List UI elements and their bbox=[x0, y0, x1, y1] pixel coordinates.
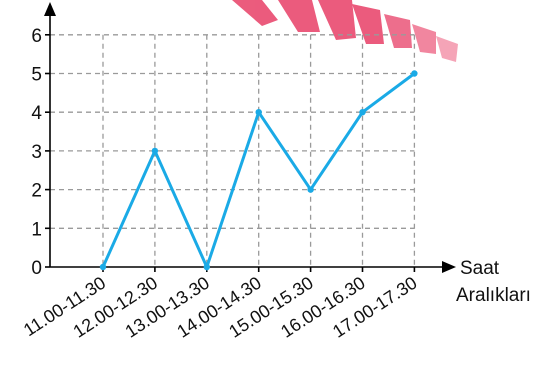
data-point bbox=[203, 263, 210, 271]
y-tick-label: 4 bbox=[31, 103, 42, 124]
data-point bbox=[255, 109, 262, 116]
y-tick-label: 6 bbox=[31, 26, 42, 47]
watermark-decoration bbox=[232, 0, 458, 62]
series-layer bbox=[99, 70, 418, 272]
y-tick-label: 3 bbox=[31, 142, 42, 163]
x-axis-title-line2: Aralıkları bbox=[456, 285, 531, 306]
data-point bbox=[359, 109, 366, 116]
x-axis-title-line1: Saat bbox=[460, 258, 500, 279]
data-point bbox=[307, 186, 314, 193]
grid bbox=[50, 34, 416, 267]
data-point bbox=[411, 70, 418, 77]
y-tick-label: 0 bbox=[31, 258, 42, 279]
y-tick-label: 2 bbox=[31, 181, 42, 202]
y-axis-arrow bbox=[44, 2, 56, 16]
x-axis-arrow bbox=[442, 261, 456, 273]
data-point bbox=[151, 147, 159, 155]
y-tick-label: 1 bbox=[31, 219, 42, 240]
y-tick-label: 5 bbox=[31, 65, 42, 86]
data-point bbox=[99, 263, 107, 271]
